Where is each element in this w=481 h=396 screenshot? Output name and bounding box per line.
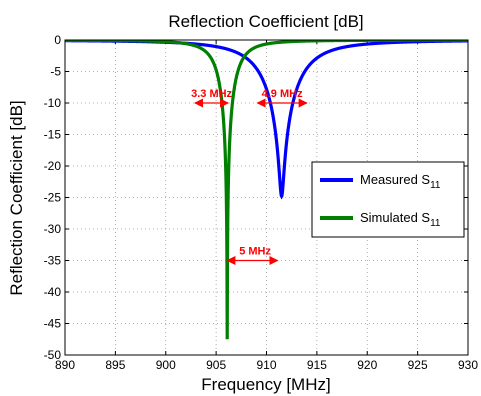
x-tick-label: 910 [256, 358, 276, 372]
y-tick-label: -10 [44, 96, 62, 110]
y-tick-label: -30 [44, 222, 62, 236]
legend-entry-simulated: Simulated S11 [360, 210, 441, 229]
annotation-label: 3.3 MHz [191, 88, 232, 100]
y-tick-label: -20 [44, 159, 62, 173]
x-tick-label: 900 [156, 358, 176, 372]
x-tick-label: 930 [458, 358, 478, 372]
y-tick-label: -15 [44, 128, 62, 142]
axis-ticks: 890 895 900 905 910 915 920 925 930 0 -5 -10 -15 -20 -… [44, 33, 479, 372]
x-tick-label: 915 [307, 358, 327, 372]
x-axis-label: Frequency [MHz] [201, 375, 330, 394]
y-tick-label: -50 [44, 348, 62, 362]
legend-entry-measured: Measured S11 [360, 172, 441, 191]
x-tick-label: 905 [206, 358, 226, 372]
x-tick-label: 920 [357, 358, 377, 372]
chart-title: Reflection Coefficient [dB] [168, 12, 363, 31]
y-tick-label: 0 [54, 33, 61, 47]
x-tick-label: 925 [408, 358, 428, 372]
y-tick-label: -5 [50, 65, 61, 79]
y-tick-label: -40 [44, 285, 62, 299]
annotation-label: 5 MHz [239, 246, 271, 258]
legend-box [311, 161, 465, 238]
x-tick-label: 895 [105, 358, 125, 372]
y-axis-label: Reflection Coefficient [dB] [7, 100, 26, 295]
legend: Measured S11 Simulated S11 [311, 161, 465, 238]
y-tick-label: -25 [44, 191, 62, 205]
x-tick-label: 890 [55, 358, 75, 372]
y-tick-label: -35 [44, 254, 62, 268]
y-tick-label: -45 [44, 317, 62, 331]
annotations: 3.3 MHz 4.9 MHz 5 MHz [191, 88, 308, 266]
annotation-label: 4.9 MHz [262, 88, 303, 100]
plot-frame [64, 39, 469, 356]
